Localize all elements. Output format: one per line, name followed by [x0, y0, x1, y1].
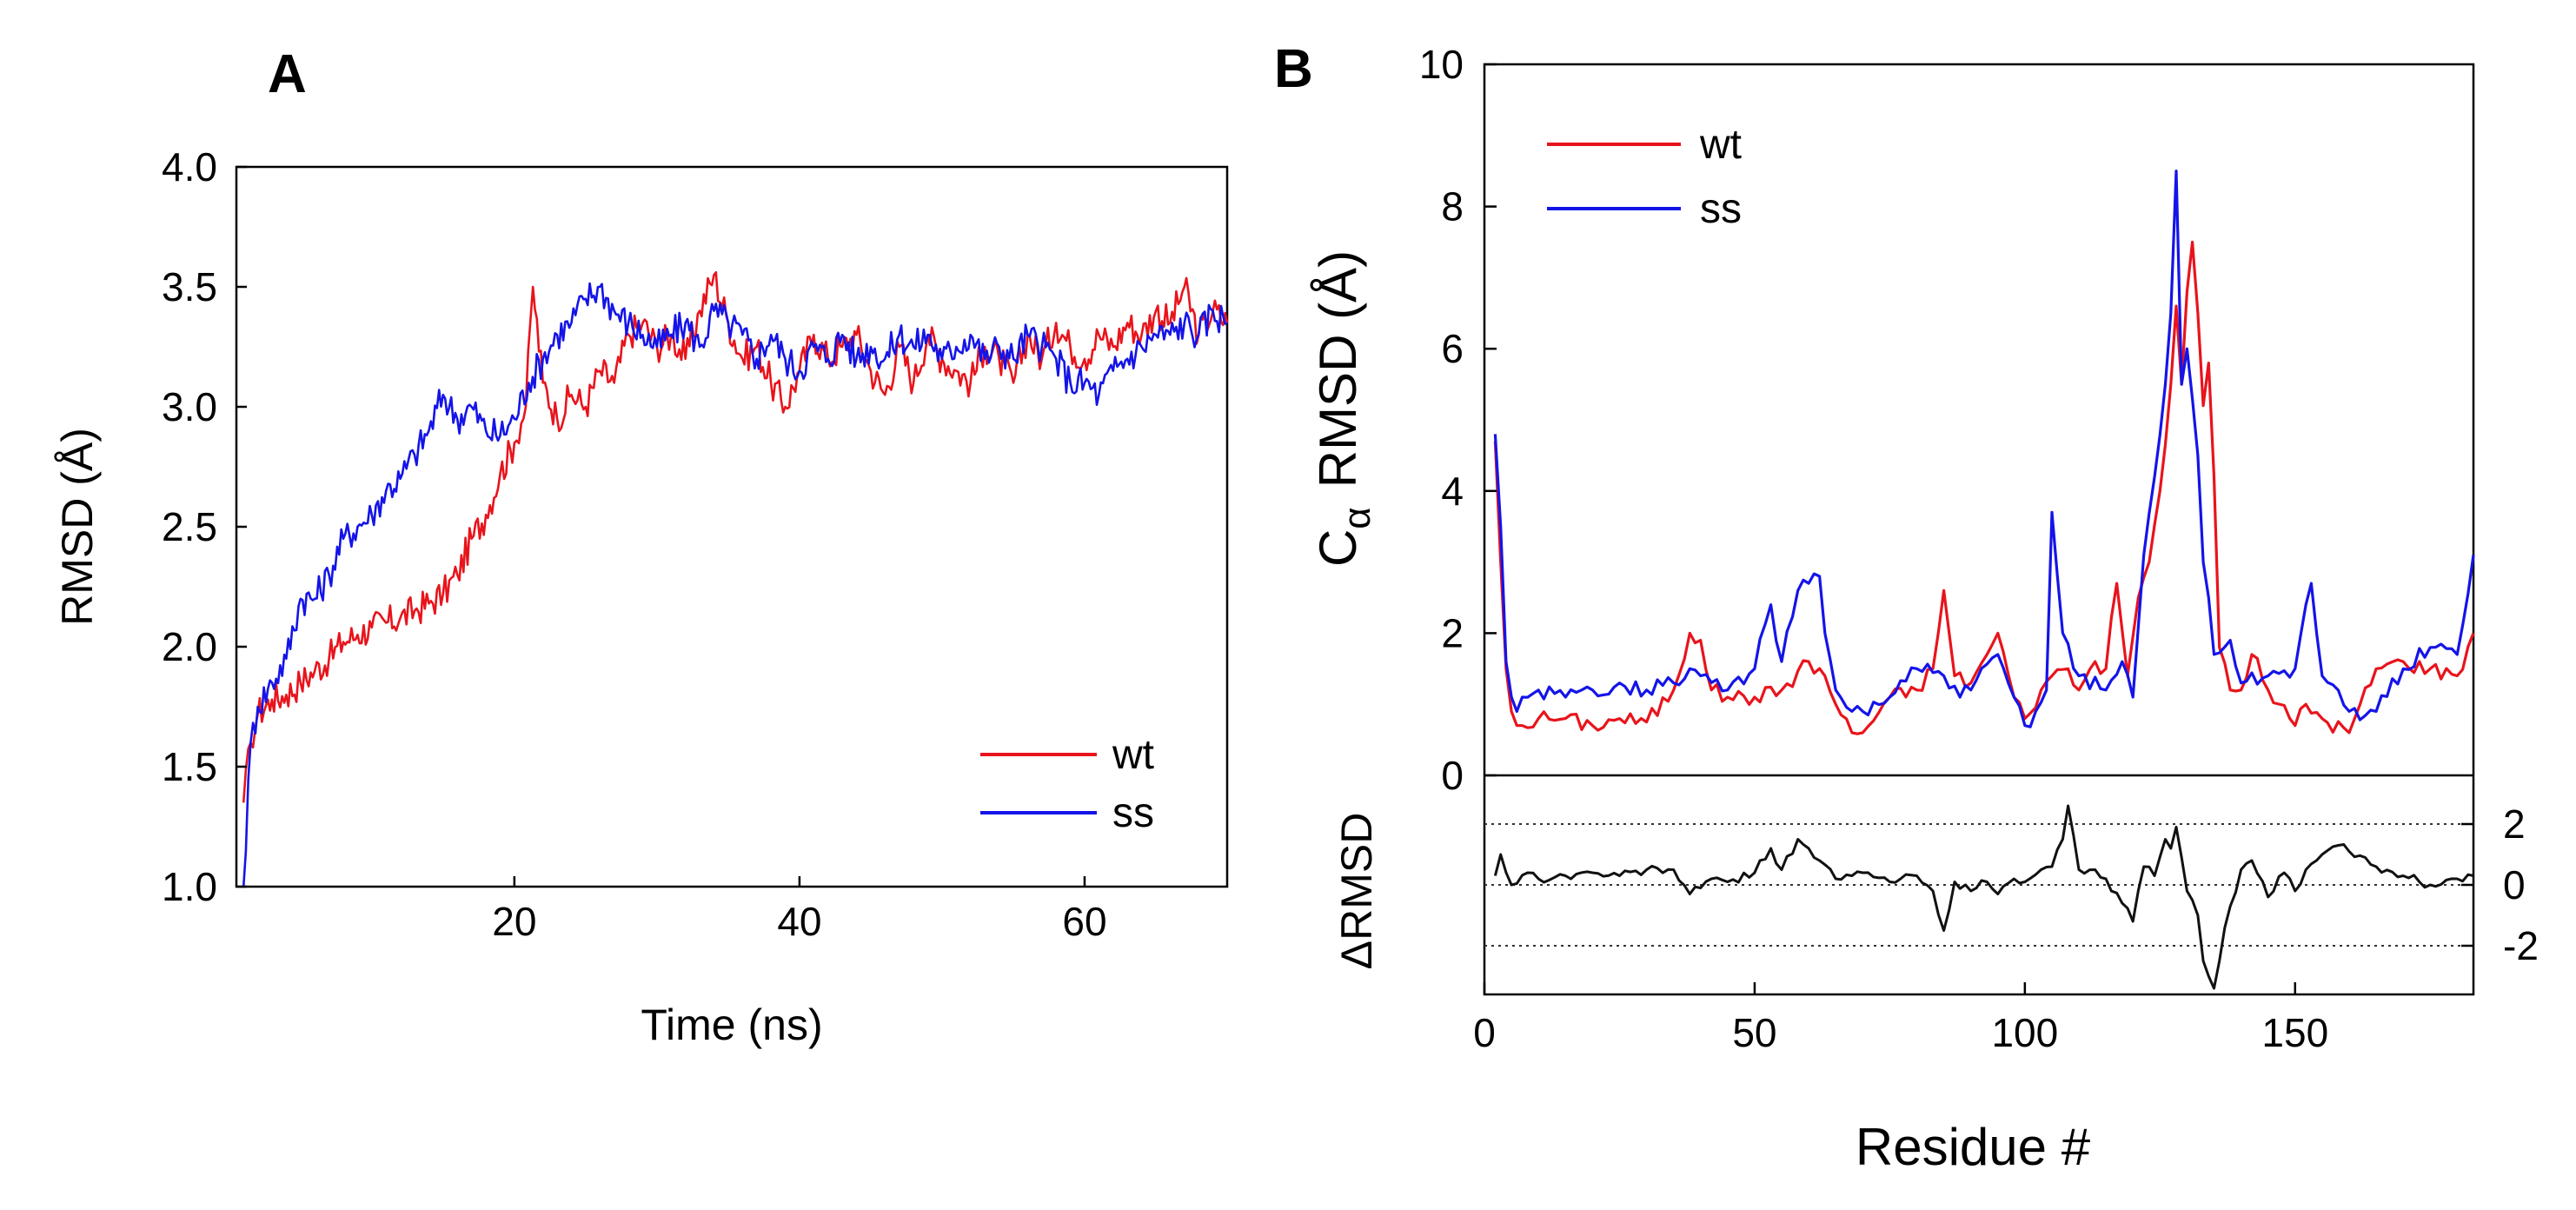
panel-b-y-axis-title-alpha: α	[1336, 507, 1378, 529]
panel-b-legend: wt ss	[1547, 122, 1742, 232]
panel-a-series-wt	[242, 271, 1229, 803]
panel-b-x-ticks: 0 50 100 150	[1473, 982, 2328, 1055]
panel-a-y-ticks: 1.0 1.5 2.0 2.5 3.0 3.5 4.0	[162, 144, 247, 909]
panel-b-y-tick-label: 8	[1441, 184, 1464, 229]
panel-b-y-tick-label: 4	[1441, 469, 1464, 514]
panel-a-y-tick-label: 1.0	[162, 864, 217, 909]
panel-b-delta-y-tick-label: 2	[2503, 801, 2526, 847]
panel-b-delta-y-axis-title: ΔRMSD	[1332, 813, 1381, 970]
panel-a-y-tick-label: 1.5	[162, 744, 217, 789]
panel-b-x-axis-title: Residue #	[1856, 1118, 2091, 1176]
panel-a-x-ticks: 20 40 60	[492, 876, 1107, 944]
panel-b-x-tick-label: 0	[1473, 1010, 1496, 1055]
panel-a-x-axis-title: Time (ns)	[641, 1001, 822, 1049]
panel-b-delta-y-tick-label: -2	[2503, 923, 2539, 968]
panel-b-x-tick-label: 50	[1732, 1010, 1776, 1055]
panel-a-x-tick-label: 60	[1062, 899, 1106, 944]
panel-a-y-tick-label: 3.0	[162, 384, 217, 429]
panel-a-plot-frame	[235, 165, 1229, 888]
panel-a-legend-ss-label: ss	[1112, 790, 1154, 836]
panel-b-delta-series-layer	[1493, 804, 2474, 990]
panel-b-x-tick-label: 100	[1991, 1010, 2058, 1055]
panel-b-legend-wt-label: wt	[1699, 122, 1742, 168]
panel-a: 20 40 60 1.0 1.5 2.0 2.5 3.0 3.5 4.0 Time (ns) R…	[53, 144, 1229, 1049]
panel-a-y-axis-title: RMSD (Å)	[53, 428, 102, 626]
panel-b: 0 50 100 150 0 2 4 6 8 10 2 0 -2 Residue # Cα RMSD …	[1309, 42, 2539, 1176]
panel-a-y-tick-label: 2.0	[162, 624, 217, 669]
panel-b-legend-ss-label: ss	[1700, 186, 1742, 232]
panel-b-plot-frame	[1483, 63, 2475, 996]
panel-b-y-axis-title-rest: RMSD (Å)	[1309, 250, 1367, 488]
panel-b-x-tick-label: 150	[2261, 1010, 2328, 1055]
panel-a-y-tick-label: 2.5	[162, 504, 217, 549]
panel-a-y-tick-label: 4.0	[162, 144, 217, 189]
panel-b-series-layer	[1493, 170, 2475, 735]
panel-b-y-tick-label: 6	[1441, 326, 1464, 371]
panel-b-series-ss	[1493, 170, 2475, 728]
panel-b-y-axis-title-c: C	[1309, 529, 1367, 567]
panel-a-legend-wt-label: wt	[1112, 732, 1154, 778]
panel-b-delta-series	[1493, 804, 2474, 990]
panel-b-y-ticks: 0 2 4 6 8 10	[1419, 42, 1497, 798]
panel-a-x-tick-label: 40	[777, 899, 821, 944]
panel-a-series-layer	[242, 271, 1229, 888]
panel-b-series-wt	[1493, 240, 2475, 735]
panel-b-delta-y-tick-label: 0	[2503, 862, 2526, 908]
panel-a-legend: wt ss	[980, 732, 1154, 836]
panel-b-label: B	[1274, 39, 1313, 99]
panel-a-series-ss	[242, 282, 1228, 888]
panel-b-y-tick-label: 0	[1441, 753, 1464, 798]
panel-a-label: A	[268, 44, 307, 104]
panel-b-delta-y-ticks: 2 0 -2	[2461, 801, 2539, 968]
panel-a-y-tick-label: 3.5	[162, 264, 217, 309]
panel-b-y-tick-label: 10	[1419, 42, 1464, 87]
panel-b-y-axis-title: Cα RMSD (Å)	[1309, 250, 1378, 567]
panel-b-y-tick-label: 2	[1441, 610, 1464, 655]
panel-a-x-tick-label: 20	[492, 899, 536, 944]
